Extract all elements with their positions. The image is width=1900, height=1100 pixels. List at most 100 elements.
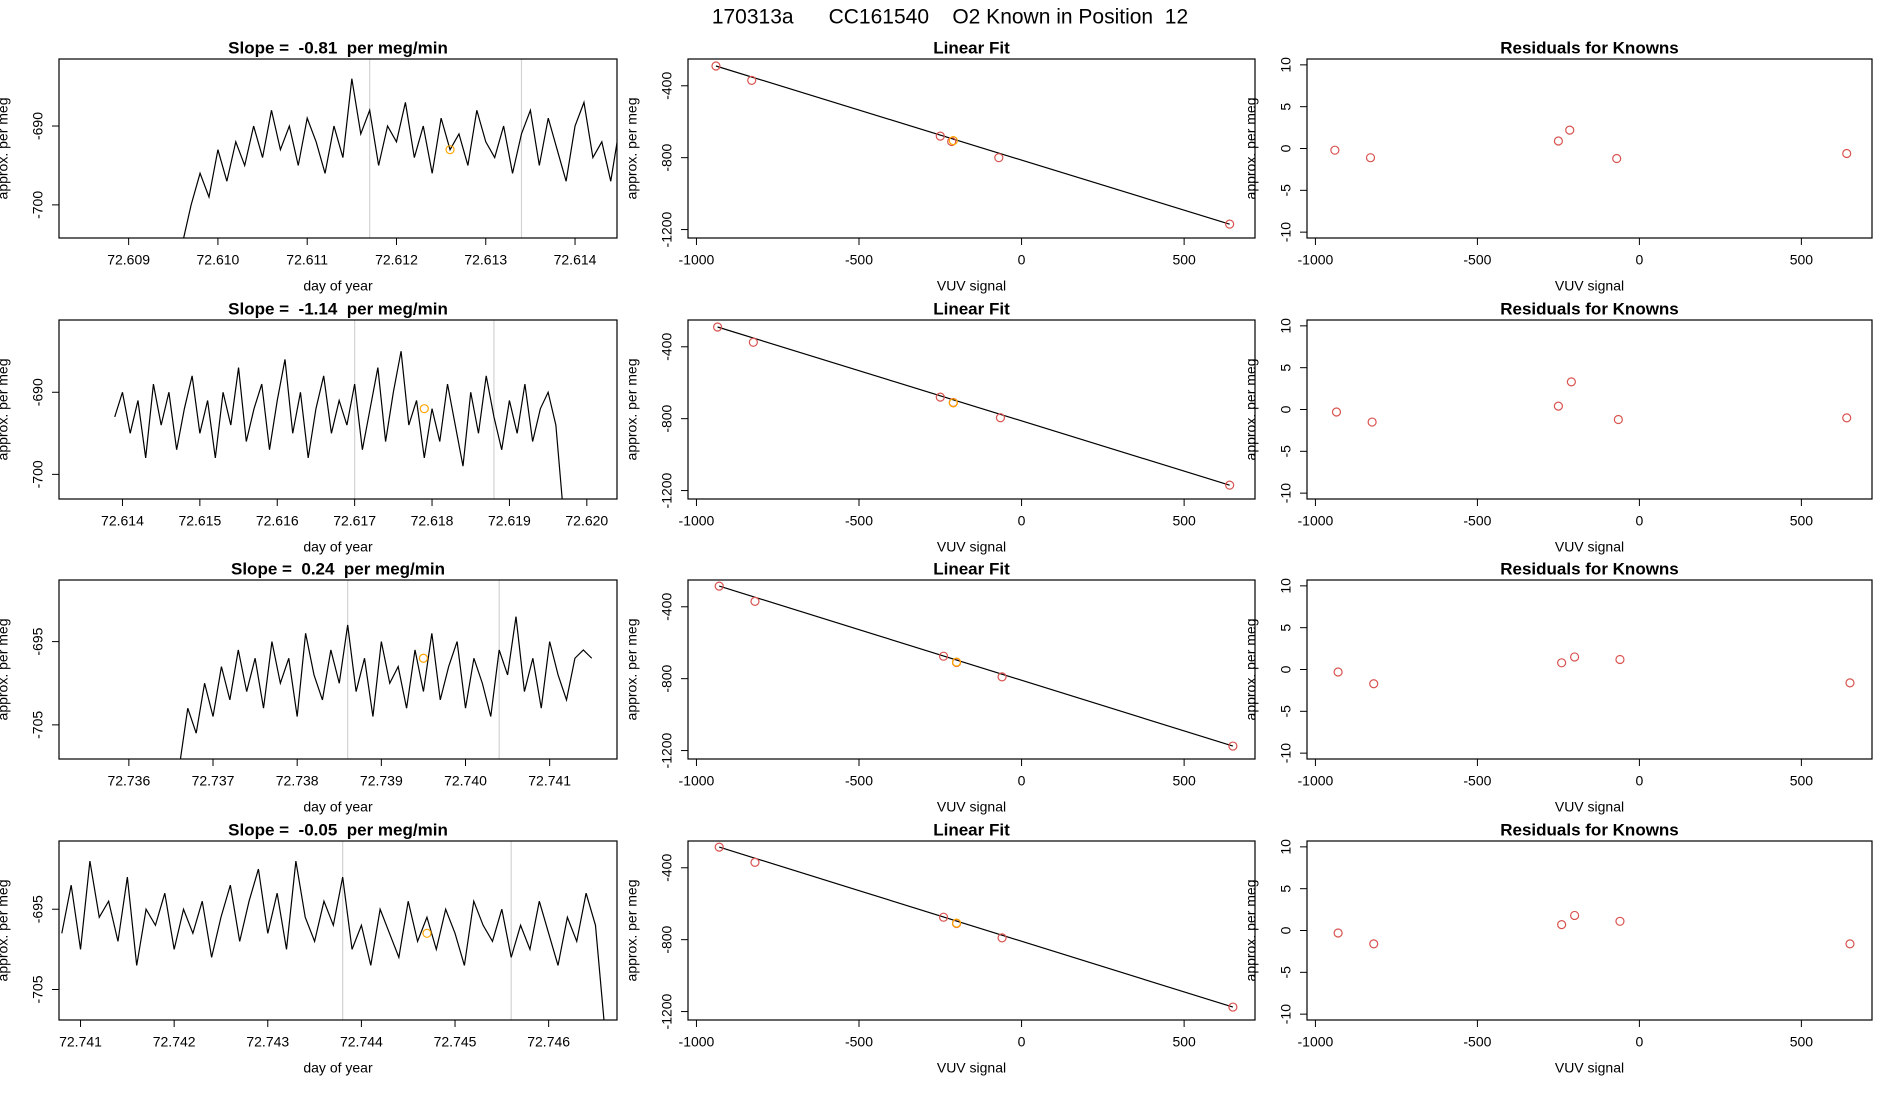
data-point <box>1365 153 1376 163</box>
data-point <box>948 135 958 146</box>
y-axis-label: approx. per meg <box>624 619 640 721</box>
x-tick-label: 72.615 <box>178 513 221 529</box>
y-tick-label: 5 <box>1278 885 1294 893</box>
y-tick-label: 5 <box>1278 103 1294 111</box>
x-tick-label: -500 <box>845 513 873 529</box>
data-point <box>994 153 1004 163</box>
y-tick-label: -800 <box>659 925 675 953</box>
data-point <box>1225 219 1235 229</box>
plot-area <box>1333 652 1855 689</box>
data-point <box>748 337 758 347</box>
y-axis-label: approx. per meg <box>624 98 640 200</box>
y-tick-label: -1200 <box>659 211 675 247</box>
x-tick-label: 72.613 <box>464 252 507 268</box>
x-tick-label: 72.619 <box>488 513 531 529</box>
panel: Slope = -1.14 per meg/min day of year appr… <box>0 299 618 555</box>
x-tick-label: 500 <box>1172 1034 1196 1050</box>
x-tick-label: 72.610 <box>197 252 240 268</box>
panel: Linear Fit VUV signal approx. per meg -1000… <box>624 820 1256 1076</box>
panel: Slope = -0.81 per meg/min day of year appr… <box>0 38 618 294</box>
y-axis-label: approx. per meg <box>624 359 640 461</box>
plot-area <box>1331 377 1852 427</box>
x-tick-label: 0 <box>1018 513 1026 529</box>
data-point <box>995 413 1006 423</box>
y-tick-label: -1200 <box>659 472 675 508</box>
panel: Linear Fit VUV signal approx. per meg -1000… <box>624 38 1256 294</box>
x-tick-label: -500 <box>1463 252 1491 268</box>
y-axis-label: approx. per meg <box>1243 98 1259 200</box>
x-tick-label: 500 <box>1790 1034 1814 1050</box>
x-tick-label: -1000 <box>679 252 715 268</box>
data-point <box>1566 377 1576 387</box>
plot-frame <box>1306 579 1873 760</box>
data-point <box>935 392 945 402</box>
x-tick-label: 500 <box>1172 513 1196 529</box>
x-axis-label: VUV signal <box>1555 278 1624 294</box>
data-point <box>1613 414 1623 425</box>
data-point <box>1565 125 1575 135</box>
y-axis-label: approx. per meg <box>0 880 11 982</box>
y-tick-label: -1200 <box>659 993 675 1029</box>
x-tick-label: 72.611 <box>286 252 328 268</box>
y-axis-label: approx. per meg <box>0 619 11 721</box>
y-tick-label: -400 <box>659 593 675 621</box>
panel: Residuals for Knowns VUV signal approx. pe… <box>1243 38 1873 294</box>
panel-title: Slope = -0.81 per meg/min <box>228 38 448 57</box>
x-tick-label: 72.745 <box>434 1034 477 1050</box>
y-tick-label: -400 <box>659 854 675 882</box>
y-tick-label: 0 <box>1278 926 1294 934</box>
x-tick-label: 72.743 <box>246 1034 289 1050</box>
data-point <box>1842 148 1852 159</box>
y-tick-label: 10 <box>1278 57 1294 73</box>
plot-area <box>179 580 593 759</box>
y-tick-label: 10 <box>1278 318 1294 334</box>
plot-frame <box>1306 319 1873 500</box>
y-tick-label: -800 <box>659 664 675 692</box>
data-point <box>1367 417 1377 427</box>
x-tick-label: 72.739 <box>360 773 403 789</box>
x-tick-label: -500 <box>1463 513 1491 529</box>
x-axis-label: day of year <box>303 1060 373 1076</box>
data-point <box>1369 939 1379 949</box>
x-tick-label: 72.609 <box>107 252 150 268</box>
data-point <box>951 918 962 928</box>
data-point <box>1369 679 1379 689</box>
plot-area <box>1333 910 1855 949</box>
x-axis-label: day of year <box>303 799 373 815</box>
data-point <box>1557 658 1567 668</box>
x-tick-label: 72.614 <box>554 252 597 268</box>
x-tick-label: 72.741 <box>528 773 571 789</box>
x-axis-label: VUV signal <box>1555 1060 1624 1076</box>
data-point <box>1228 741 1238 751</box>
y-tick-label: -5 <box>1278 705 1294 718</box>
x-axis-label: VUV signal <box>937 1060 1006 1076</box>
x-tick-label: 72.746 <box>527 1034 570 1050</box>
y-tick-label: 5 <box>1278 624 1294 632</box>
panel-title: Linear Fit <box>933 38 1010 57</box>
plot-frame <box>687 58 1256 239</box>
x-tick-label: 72.612 <box>375 252 418 268</box>
y-axis-label: approx. per meg <box>0 359 11 461</box>
y-tick-label: -1200 <box>659 732 675 768</box>
panel: Linear Fit VUV signal approx. per meg -1000… <box>624 299 1256 555</box>
data-point <box>418 653 429 663</box>
y-tick-label: -400 <box>659 72 675 100</box>
data-line <box>183 78 617 238</box>
data-point <box>1842 413 1852 423</box>
x-tick-label: -1000 <box>679 1034 715 1050</box>
y-tick-label: -700 <box>30 191 46 219</box>
data-point <box>712 322 723 332</box>
y-tick-label: -695 <box>30 627 46 655</box>
x-tick-label: -500 <box>845 252 873 268</box>
data-point <box>419 404 429 414</box>
data-point <box>1333 667 1343 677</box>
y-axis-label: approx. per meg <box>624 880 640 982</box>
data-point <box>422 928 432 938</box>
y-tick-label: -10 <box>1278 483 1294 503</box>
data-line <box>114 351 563 499</box>
data-line <box>61 860 605 1020</box>
data-point <box>1228 1002 1238 1012</box>
panel: Residuals for Knowns VUV signal approx. pe… <box>1243 820 1873 1076</box>
panel-title: Slope = -1.14 per meg/min <box>228 299 448 318</box>
